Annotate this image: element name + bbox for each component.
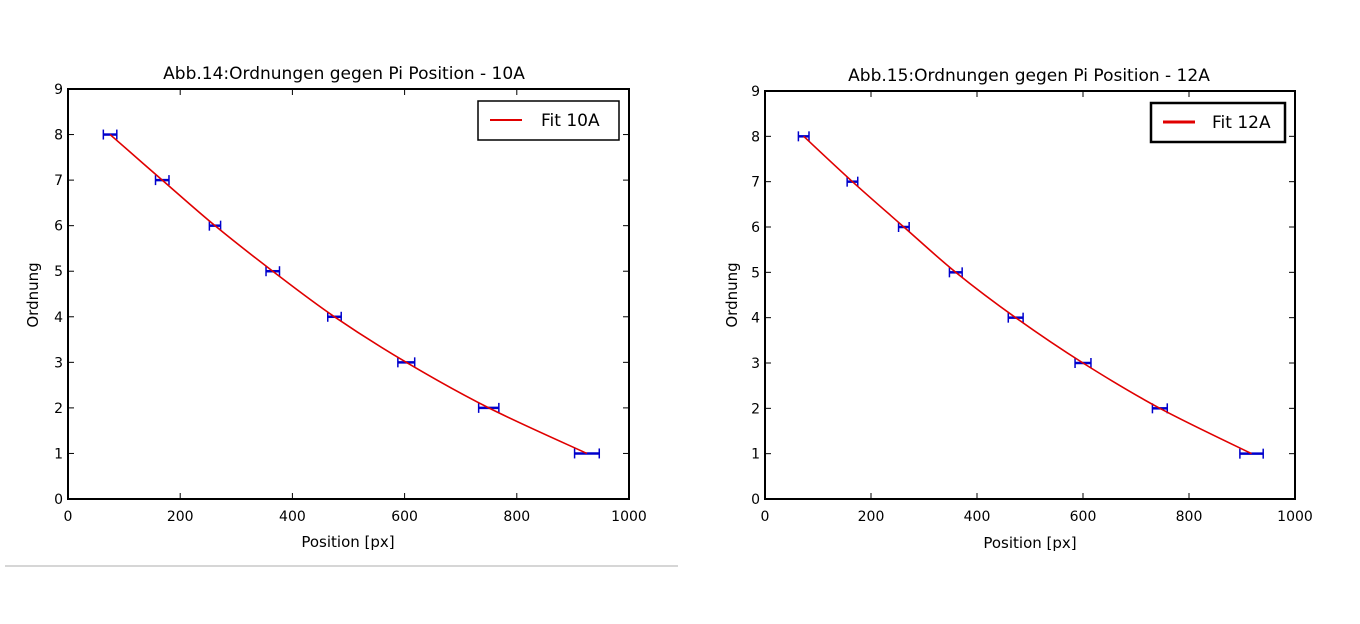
x-tick-label: 200 (167, 509, 194, 525)
y-tick-label: 4 (751, 311, 760, 327)
y-tick-label: 8 (751, 129, 760, 145)
legend-fit-label: Fit 10A (541, 111, 600, 131)
x-tick-label: 600 (1070, 509, 1097, 525)
data-point-errorbar (573, 448, 601, 459)
y-tick-label: 0 (54, 492, 63, 508)
y-tick-label: 5 (54, 264, 63, 280)
x-tick-label: 400 (964, 509, 991, 525)
x-tick-label: 0 (64, 509, 73, 525)
y-tick-label: 3 (751, 356, 760, 372)
fit-line (109, 133, 588, 455)
y-tick-label: 2 (54, 401, 63, 417)
x-tick-label: 800 (1176, 509, 1203, 525)
plot-area (102, 129, 601, 459)
x-tick-label: 400 (279, 509, 306, 525)
legend: Fit 10A (477, 100, 620, 141)
axis-ticks: 0 200 400 600 800 1000 0 1 2 3 4 5 6 7 8 9 (751, 84, 1313, 525)
y-tick-label: 9 (54, 82, 63, 98)
y-tick-label: 7 (751, 175, 760, 191)
legend-fit-label: Fit 12A (1212, 113, 1271, 133)
x-tick-label: 0 (761, 509, 770, 525)
legend: Fit 12A (1149, 101, 1287, 144)
chart-title: Abb.15:Ordnungen gegen Pi Position - 12A (848, 66, 1210, 86)
x-tick-label: 200 (858, 509, 885, 525)
chart-abb15: Abb.15:Ordnungen gegen Pi Position - 12A… (723, 66, 1313, 552)
axis-ticks: 0 200 400 600 800 1000 0 1 2 3 4 5 6 7 8 9 (54, 82, 647, 525)
x-tick-label: 1000 (1277, 509, 1313, 525)
x-tick-label: 800 (503, 509, 530, 525)
chart-abb14: Abb.14:Ordnungen gegen Pi Position - 10A… (24, 64, 647, 551)
y-axis-label: Ordnung (24, 262, 42, 327)
y-tick-label: 8 (54, 128, 63, 144)
axes-frame (764, 90, 1296, 500)
plot-area (797, 131, 1264, 459)
y-tick-label: 0 (751, 492, 760, 508)
y-tick-label: 1 (54, 446, 63, 462)
y-tick-label: 9 (751, 84, 760, 100)
y-tick-label: 2 (751, 401, 760, 417)
y-tick-label: 4 (54, 310, 63, 326)
y-axis-label: Ordnung (723, 262, 741, 327)
y-tick-label: 6 (54, 219, 63, 235)
x-axis-label: Position [px] (301, 533, 394, 551)
axes-frame (67, 88, 630, 500)
y-tick-label: 5 (751, 265, 760, 281)
y-tick-label: 3 (54, 355, 63, 371)
y-tick-label: 7 (54, 173, 63, 189)
chart-title: Abb.14:Ordnungen gegen Pi Position - 10A (163, 64, 525, 84)
x-axis-label: Position [px] (983, 534, 1076, 552)
y-tick-label: 6 (751, 220, 760, 236)
x-tick-label: 600 (391, 509, 418, 525)
y-tick-label: 1 (751, 447, 760, 463)
fit-line (803, 135, 1252, 455)
x-tick-label: 1000 (611, 509, 647, 525)
